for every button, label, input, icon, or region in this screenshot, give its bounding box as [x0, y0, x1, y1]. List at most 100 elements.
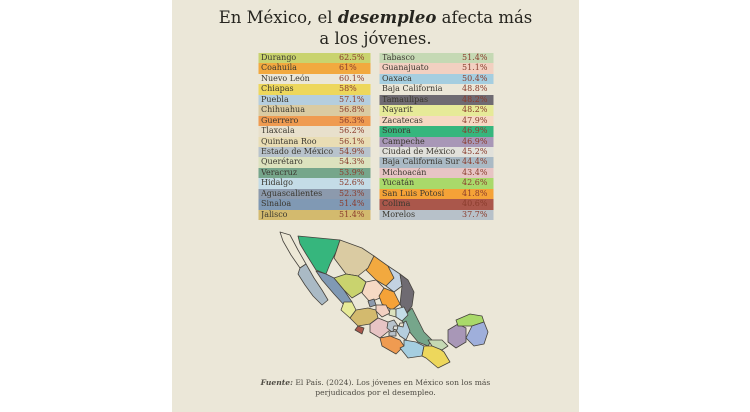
page-title: En México, el desempleo afecta más a los…	[172, 7, 579, 49]
state-value: 48.2%	[462, 105, 488, 115]
table-row: Baja California Sur 44.4%	[379, 157, 493, 168]
table-row: San Luis Potosí 41.8%	[379, 188, 493, 200]
state-name: Chiapas	[261, 84, 294, 94]
state-name: Colima	[382, 199, 411, 209]
table-row: Nuevo León 60.1%	[258, 74, 370, 84]
map-state	[375, 304, 391, 318]
table-row: Morelos 37.7%	[379, 209, 493, 220]
table-row: Veracruz 53.9%	[258, 167, 370, 179]
state-value: 45.2%	[462, 146, 488, 156]
state-value: 51.4%	[339, 209, 365, 219]
state-value: 57.1%	[339, 94, 365, 104]
state-value: 48.8%	[462, 84, 488, 94]
table-row: Estado de México 54.9%	[258, 146, 370, 158]
table-row: Nayarit 48.2%	[379, 105, 493, 116]
state-value: 56.3%	[339, 115, 365, 125]
state-value: 37.7%	[462, 209, 488, 219]
state-value: 51.4%	[339, 199, 365, 209]
table-row: Michoacán 43.4%	[379, 167, 493, 179]
table-row: Chihuahua 56.8%	[258, 105, 370, 116]
map-state	[388, 330, 397, 337]
state-name: Yucatán	[382, 178, 415, 188]
source-line1: Fuente: El País. (2024). Los jóvenes en …	[260, 378, 491, 387]
table-row: Oaxaca 50.4%	[379, 73, 493, 85]
state-name: Sinaloa	[261, 199, 292, 209]
state-name: Estado de México	[261, 146, 334, 156]
map-state	[399, 273, 415, 315]
state-name: Querétaro	[261, 157, 303, 167]
title-line2: a los jóvenes.	[319, 29, 432, 48]
source-citation: Fuente: El País. (2024). Los jóvenes en …	[211, 378, 541, 398]
state-name: Guanajuato	[382, 63, 429, 73]
state-name: Ciudad de México	[382, 146, 456, 156]
state-name: Tamaulipas	[382, 94, 429, 104]
state-name: Guerrero	[261, 115, 299, 125]
state-name: Oaxaca	[382, 73, 412, 83]
table-row: Durango 62.5%	[258, 53, 370, 64]
table-row: Yucatán 42.6%	[379, 178, 493, 189]
state-value: 61%	[339, 63, 357, 73]
state-value: 60.1%	[339, 73, 365, 83]
state-value: 56.2%	[339, 126, 365, 136]
state-value: 52.6%	[339, 178, 365, 188]
state-name: Tlaxcala	[261, 126, 295, 136]
map-state	[398, 322, 405, 328]
state-value: 52.3%	[339, 188, 365, 198]
map-state	[392, 325, 399, 331]
table-row: Tlaxcala 56.2%	[258, 126, 370, 137]
map-state	[354, 325, 365, 335]
table-column-left: Durango 62.5% Coahuila 61% Nuevo León 60.1% Ch…	[258, 53, 370, 220]
state-value: 44.4%	[462, 157, 488, 167]
state-name: Nayarit	[382, 105, 413, 115]
table-row: Chiapas 58%	[258, 84, 370, 95]
table-row: Tabasco 51.4%	[379, 53, 493, 64]
state-name: Zacatecas	[382, 115, 423, 125]
state-name: Chihuahua	[261, 105, 305, 115]
map-state	[427, 339, 449, 351]
state-name: Morelos	[382, 209, 416, 219]
map-state	[399, 339, 425, 359]
state-value: 47.9%	[462, 115, 488, 125]
map-state	[349, 307, 379, 327]
state-name: Baja California	[382, 84, 443, 94]
state-value: 41.8%	[462, 188, 488, 198]
mexico-choropleth-map	[260, 230, 506, 372]
state-name: Sonora	[382, 126, 411, 136]
state-value: 40.6%	[462, 199, 488, 209]
map-state	[447, 323, 467, 349]
state-value: 48.2%	[462, 94, 488, 104]
mexico-map-svg	[279, 231, 489, 369]
state-value: 43.4%	[462, 167, 488, 177]
state-value: 51.4%	[462, 53, 488, 62]
map-state	[379, 335, 405, 355]
table-row: Colima 40.6%	[379, 199, 493, 210]
map-state	[465, 321, 489, 347]
state-value: 46.9%	[462, 136, 488, 146]
map-state	[395, 306, 409, 322]
state-value: 51.1%	[462, 63, 488, 73]
source-label: Fuente:	[260, 378, 293, 387]
state-name: Jalisco	[261, 209, 288, 219]
state-name: Quintana Roo	[261, 136, 317, 146]
infographic-panel: En México, el desempleo afecta más a los…	[172, 0, 579, 412]
state-name: Nuevo León	[261, 73, 310, 83]
table-row: Puebla 57.1%	[258, 94, 370, 106]
state-name: Tabasco	[382, 53, 415, 62]
state-name: Campeche	[382, 136, 425, 146]
state-value: 54.3%	[339, 157, 365, 167]
state-value: 42.6%	[462, 178, 488, 188]
state-name: Puebla	[261, 94, 289, 104]
state-name: Hidalgo	[261, 178, 293, 188]
table-row: Guanajuato 51.1%	[379, 63, 493, 74]
state-name: Veracruz	[261, 167, 298, 177]
table-column-right: Tabasco 51.4% Guanajuato 51.1% Oaxaca 50.4% Ba…	[379, 53, 493, 220]
table-row: Querétaro 54.3%	[258, 157, 370, 168]
state-name: Michoacán	[382, 167, 427, 177]
table-row: Zacatecas 47.9%	[379, 115, 493, 127]
table-row: Ciudad de México 45.2%	[379, 146, 493, 158]
map-state	[333, 273, 367, 299]
state-name: Aguascalientes	[261, 188, 323, 198]
table-row: Campeche 46.9%	[379, 136, 493, 147]
state-name: Baja California Sur	[382, 157, 460, 167]
